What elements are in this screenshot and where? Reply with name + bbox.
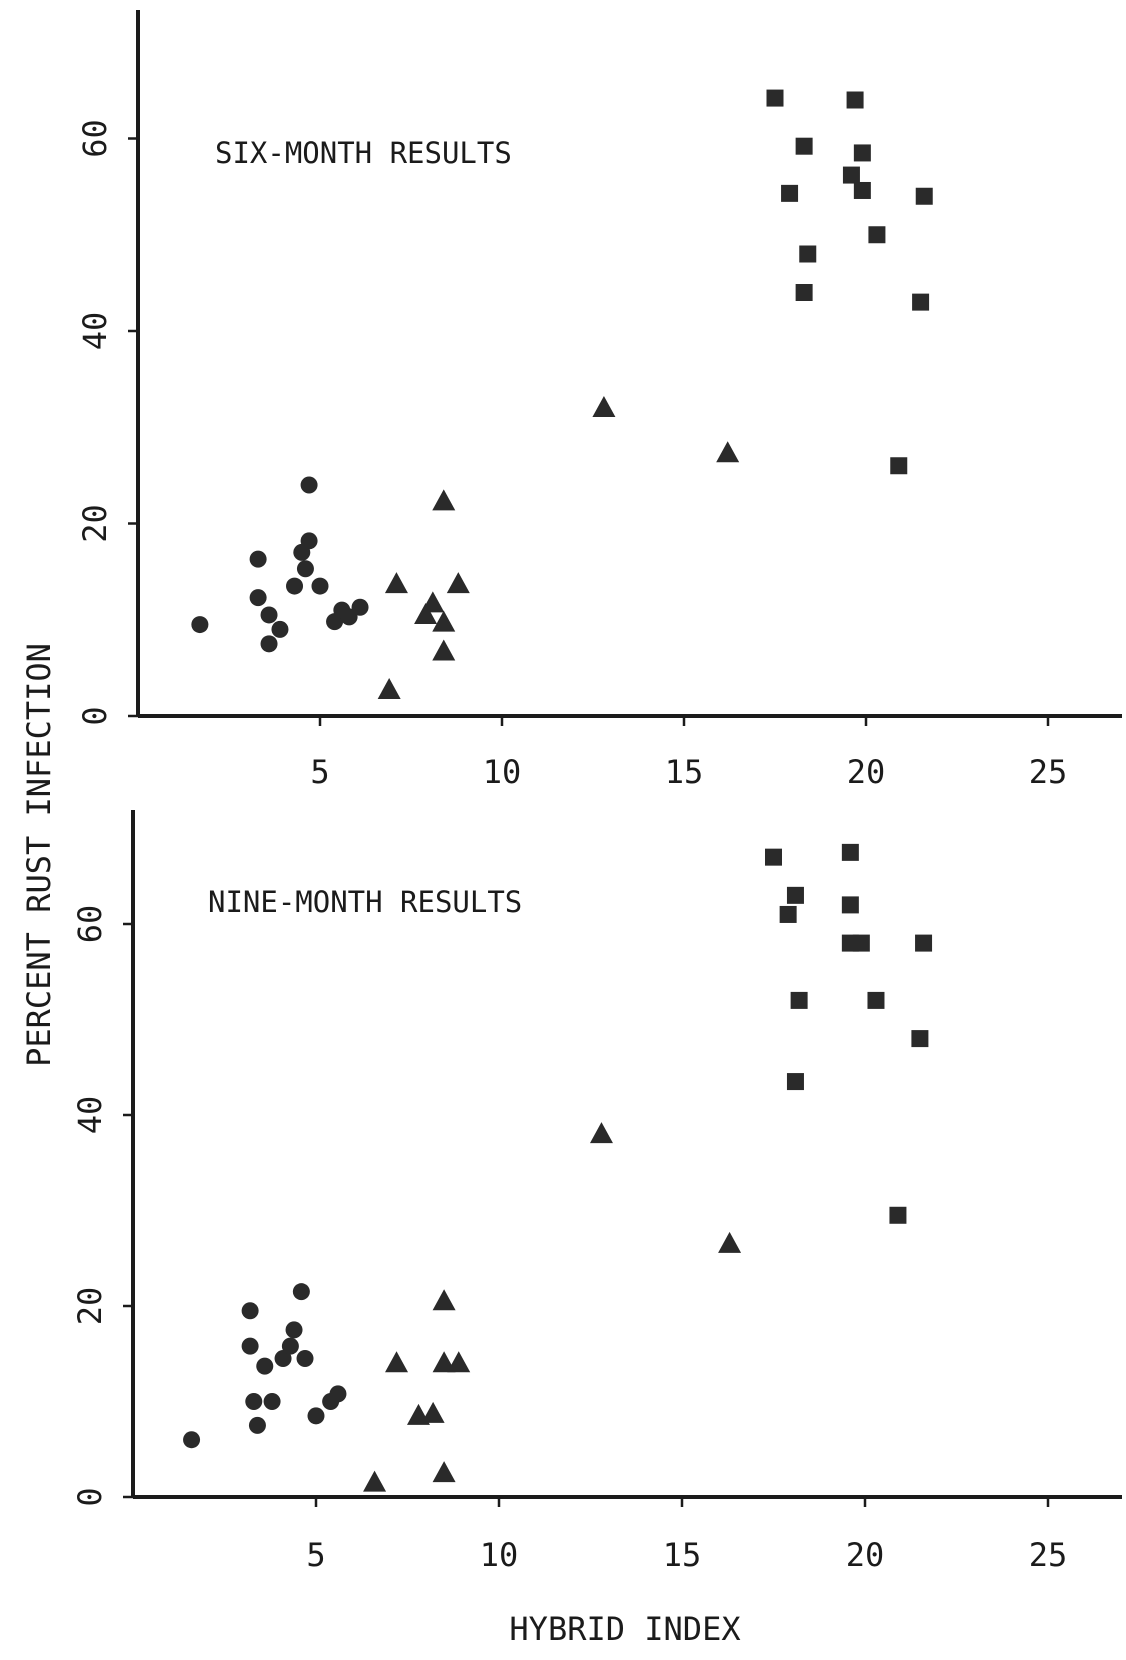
circle-point <box>191 616 209 634</box>
square-point <box>868 226 886 244</box>
triangle-point <box>377 678 401 700</box>
circle-point <box>249 550 267 568</box>
circle-point <box>300 532 318 550</box>
triangle-point <box>718 1231 742 1253</box>
square-point <box>795 284 813 301</box>
circle-point <box>260 635 278 653</box>
circle-point <box>245 1393 263 1410</box>
x-tick-label: 20 <box>847 753 886 791</box>
square-point <box>912 293 930 311</box>
triangle-point <box>432 1351 456 1373</box>
panel-title: NINE-MONTH RESULTS <box>208 885 522 919</box>
square-point <box>911 1030 929 1048</box>
x-tick-label: 25 <box>1029 1536 1068 1574</box>
square-point <box>915 187 933 205</box>
square-point <box>889 1206 907 1224</box>
x-tick-label: 25 <box>1029 753 1068 791</box>
square-point <box>853 144 871 162</box>
x-tick-label: 10 <box>483 753 522 791</box>
circle-point <box>296 560 314 578</box>
circle-point <box>296 1350 314 1368</box>
square-point <box>853 181 871 199</box>
square-point <box>846 91 864 109</box>
circle-point <box>311 577 329 595</box>
circle-point <box>274 1350 292 1368</box>
square-point <box>799 245 817 263</box>
triangle-point <box>421 1401 445 1423</box>
circle-point <box>256 1357 274 1375</box>
triangle-point <box>716 441 740 463</box>
y-tick-label: 0 <box>76 706 114 725</box>
square-point <box>867 991 885 1009</box>
triangle-point <box>414 602 438 624</box>
triangle-point <box>447 1351 471 1373</box>
panel-title: SIX-MONTH RESULTS <box>215 136 512 170</box>
y-tick-label: 20 <box>71 1287 109 1326</box>
triangle-point <box>432 610 456 632</box>
circle-point <box>340 608 358 626</box>
circle-point <box>307 1407 325 1425</box>
circle-point <box>300 476 318 494</box>
circle-point <box>183 1431 201 1449</box>
x-tick-label: 5 <box>306 1536 325 1574</box>
square-point <box>766 89 784 107</box>
y-tick-label: 60 <box>76 119 114 158</box>
triangle-point <box>432 489 456 511</box>
square-point <box>890 457 908 475</box>
triangle-point <box>592 396 616 417</box>
triangle-point <box>363 1470 387 1492</box>
square-point <box>841 843 859 861</box>
y-tick-label: 20 <box>76 504 114 543</box>
square-point <box>841 896 859 914</box>
y-tick-label: 40 <box>71 1096 109 1135</box>
x-tick-label: 15 <box>663 1536 702 1574</box>
square-point <box>781 184 799 202</box>
nine-month-panel: 5 10 15 20 25 0 20 40 60 NINE-MONTH RESULTS <box>71 810 1122 1574</box>
circle-point <box>249 589 267 607</box>
circle-point <box>286 577 304 595</box>
circle-point <box>248 1416 266 1434</box>
y-tick-label: 0 <box>71 1487 109 1506</box>
square-point <box>795 137 813 155</box>
triangle-point <box>385 1351 409 1373</box>
y-tick-label: 60 <box>71 905 109 944</box>
square-point <box>842 166 860 184</box>
circle-point <box>260 606 278 624</box>
circle-point <box>292 1283 310 1301</box>
triangle-point <box>432 639 456 661</box>
y-axis-label: PERCENT RUST INFECTION <box>20 643 58 1067</box>
circle-point <box>271 620 289 638</box>
circle-point <box>241 1302 259 1320</box>
square-point <box>915 934 933 952</box>
triangle-point <box>589 1122 613 1144</box>
square-point <box>779 905 797 923</box>
square-point <box>786 1073 804 1091</box>
circle-point <box>329 1385 347 1403</box>
triangle-point <box>432 1461 456 1483</box>
square-point <box>790 991 808 1009</box>
y-tick-label: 40 <box>76 312 114 351</box>
triangle-point <box>432 1289 456 1311</box>
circle-point <box>281 1337 299 1355</box>
triangle-point <box>384 572 408 594</box>
square-point <box>786 886 804 904</box>
x-axis-label: HYBRID INDEX <box>509 1610 740 1648</box>
x-tick-label: 15 <box>665 753 704 791</box>
x-tick-label: 20 <box>846 1536 885 1574</box>
circle-point <box>241 1337 259 1355</box>
circle-point <box>263 1393 281 1410</box>
x-tick-label: 10 <box>480 1536 519 1574</box>
six-month-panel: 5 10 15 20 25 0 20 40 60 SIX-MONTH RESULTS <box>76 10 1122 791</box>
triangle-point <box>446 572 470 594</box>
square-point <box>765 848 782 866</box>
x-tick-label: 5 <box>310 753 329 791</box>
triangle-point <box>421 591 445 613</box>
circle-point <box>351 598 369 616</box>
circle-point <box>285 1321 303 1339</box>
square-point <box>852 934 870 952</box>
